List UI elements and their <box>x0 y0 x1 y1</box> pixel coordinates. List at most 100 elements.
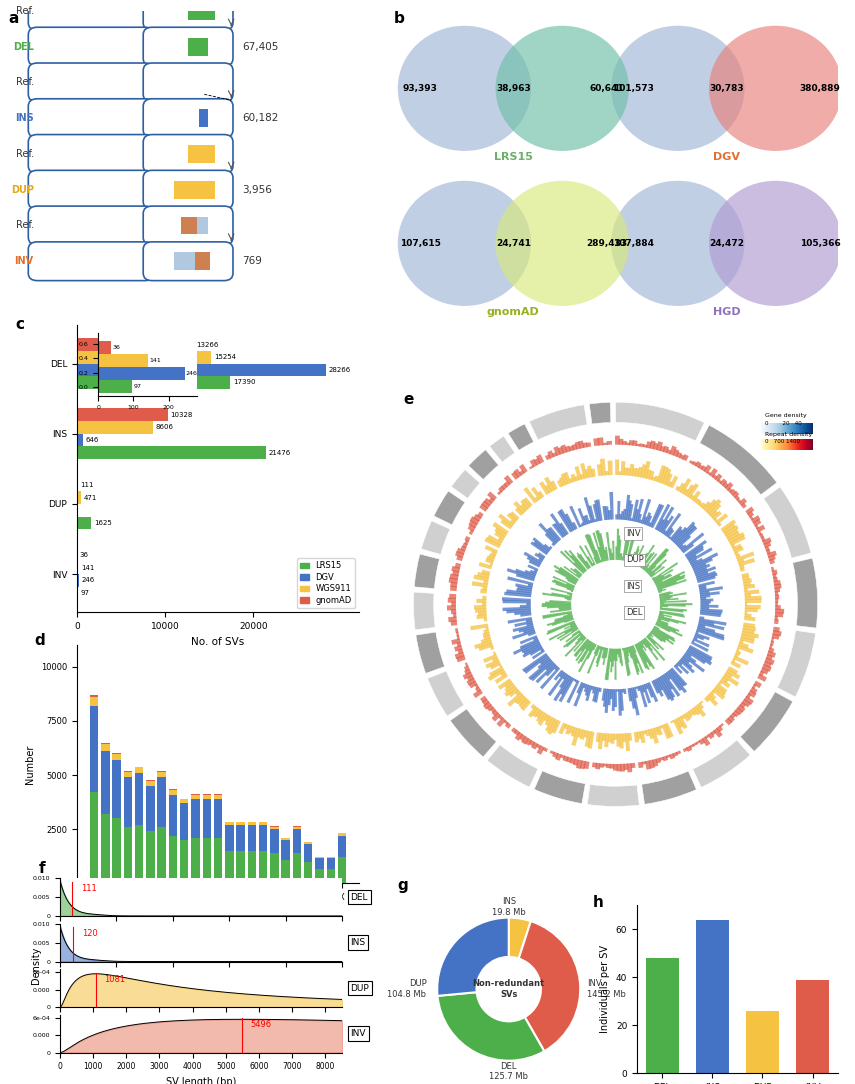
Wedge shape <box>546 528 560 542</box>
Wedge shape <box>534 541 549 554</box>
Bar <box>181 217 197 234</box>
Wedge shape <box>616 734 621 747</box>
Wedge shape <box>675 525 696 545</box>
Bar <box>248 851 256 883</box>
Wedge shape <box>518 627 534 633</box>
Wedge shape <box>603 442 608 446</box>
Wedge shape <box>551 592 572 597</box>
Wedge shape <box>563 472 571 485</box>
Wedge shape <box>771 634 780 640</box>
Wedge shape <box>564 597 571 599</box>
Bar <box>90 697 98 706</box>
Wedge shape <box>575 476 580 481</box>
Wedge shape <box>477 572 490 579</box>
Wedge shape <box>682 488 688 495</box>
Wedge shape <box>529 646 543 656</box>
Text: INS: INS <box>351 938 366 947</box>
Wedge shape <box>650 632 652 635</box>
Wedge shape <box>548 527 561 541</box>
Wedge shape <box>492 656 498 662</box>
Wedge shape <box>473 689 483 698</box>
Wedge shape <box>538 552 545 558</box>
Wedge shape <box>640 544 655 567</box>
Wedge shape <box>504 683 516 693</box>
Wedge shape <box>575 635 585 645</box>
Wedge shape <box>554 666 559 671</box>
Wedge shape <box>659 610 684 616</box>
Text: 107,615: 107,615 <box>399 238 440 248</box>
Wedge shape <box>414 592 435 630</box>
Text: 0        20   40: 0 20 40 <box>765 421 802 426</box>
Wedge shape <box>483 701 492 710</box>
Wedge shape <box>666 449 672 454</box>
Bar <box>281 840 290 860</box>
Wedge shape <box>652 442 659 450</box>
Wedge shape <box>502 597 531 602</box>
Wedge shape <box>642 730 647 735</box>
Wedge shape <box>689 744 694 748</box>
Text: DEL
125.7 Mb: DEL 125.7 Mb <box>489 1061 528 1081</box>
Wedge shape <box>517 696 527 706</box>
Wedge shape <box>633 440 638 447</box>
Wedge shape <box>648 728 654 739</box>
Wedge shape <box>475 686 481 693</box>
Wedge shape <box>630 518 633 521</box>
Wedge shape <box>541 605 571 607</box>
Wedge shape <box>504 685 517 697</box>
Wedge shape <box>659 466 669 483</box>
Wedge shape <box>711 474 717 479</box>
Wedge shape <box>700 465 707 472</box>
Wedge shape <box>463 542 468 549</box>
Wedge shape <box>627 763 633 773</box>
Wedge shape <box>478 643 493 651</box>
Wedge shape <box>711 511 722 520</box>
Wedge shape <box>642 566 646 569</box>
Wedge shape <box>606 648 611 681</box>
Wedge shape <box>646 469 652 479</box>
Text: 3,956: 3,956 <box>242 184 272 195</box>
Wedge shape <box>580 634 583 636</box>
Wedge shape <box>627 534 636 562</box>
Wedge shape <box>660 597 679 601</box>
Wedge shape <box>593 504 599 521</box>
Wedge shape <box>738 642 749 648</box>
Wedge shape <box>604 550 608 560</box>
Wedge shape <box>464 669 471 675</box>
Wedge shape <box>647 565 657 575</box>
Wedge shape <box>487 491 497 501</box>
Wedge shape <box>515 732 523 740</box>
Wedge shape <box>657 581 677 590</box>
Wedge shape <box>700 502 706 508</box>
Wedge shape <box>602 647 604 650</box>
Bar <box>135 767 144 773</box>
Wedge shape <box>564 446 571 452</box>
Wedge shape <box>657 506 675 532</box>
Wedge shape <box>616 689 619 692</box>
Wedge shape <box>662 468 671 485</box>
Wedge shape <box>714 685 726 696</box>
Wedge shape <box>662 724 671 739</box>
Wedge shape <box>691 553 718 568</box>
Wedge shape <box>660 603 664 604</box>
Wedge shape <box>632 467 637 477</box>
Wedge shape <box>659 519 669 533</box>
Wedge shape <box>534 771 586 803</box>
Wedge shape <box>698 502 703 507</box>
Wedge shape <box>642 684 652 704</box>
Bar <box>203 838 211 883</box>
FancyBboxPatch shape <box>144 134 233 173</box>
FancyBboxPatch shape <box>28 0 154 30</box>
Wedge shape <box>491 551 497 556</box>
Wedge shape <box>635 499 644 522</box>
Wedge shape <box>716 522 722 527</box>
Wedge shape <box>565 725 572 735</box>
Wedge shape <box>610 492 614 519</box>
Wedge shape <box>576 553 590 569</box>
Wedge shape <box>645 730 651 736</box>
Wedge shape <box>682 543 694 554</box>
Wedge shape <box>484 617 487 621</box>
Wedge shape <box>535 663 556 683</box>
Text: 769: 769 <box>242 256 262 267</box>
Wedge shape <box>619 648 622 663</box>
Wedge shape <box>504 475 513 485</box>
